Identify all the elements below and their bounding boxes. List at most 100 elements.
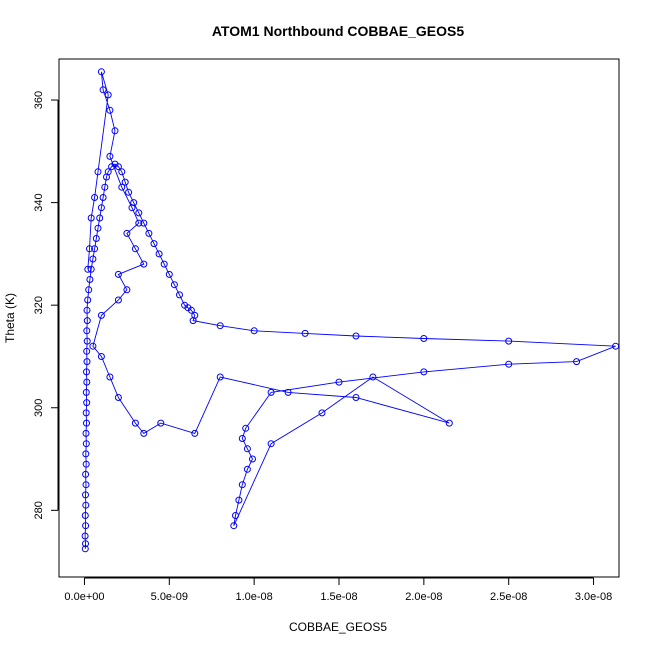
data-point	[83, 399, 91, 407]
data-point	[114, 270, 122, 278]
data-point	[91, 245, 99, 253]
data-point	[420, 335, 428, 342]
data-point	[267, 440, 275, 448]
y-tick-label: 300	[33, 399, 45, 417]
data-point	[96, 214, 104, 222]
chart-title: ATOM1 Northbound COBBAE_GEOS5	[212, 23, 464, 39]
data-point	[114, 394, 122, 401]
data-point	[157, 419, 165, 427]
data-point	[82, 388, 90, 396]
data-point	[104, 91, 112, 99]
data-point	[89, 342, 97, 350]
data-point	[242, 424, 250, 432]
data-point	[125, 188, 133, 196]
data-point	[114, 163, 122, 171]
data-point	[165, 270, 173, 278]
series-points	[81, 68, 620, 553]
data-point	[87, 214, 95, 222]
data-point	[106, 152, 114, 160]
data-point	[140, 260, 148, 268]
data-point	[189, 317, 197, 325]
y-tick-label: 320	[33, 296, 45, 314]
data-point	[187, 306, 195, 314]
data-point	[81, 512, 89, 519]
data-point	[335, 378, 343, 386]
y-tick-label: 280	[33, 501, 45, 519]
data-point	[83, 327, 91, 335]
data-point	[97, 204, 105, 212]
data-point	[170, 281, 178, 289]
data-point	[118, 168, 126, 176]
data-point	[238, 435, 246, 442]
data-point	[82, 522, 90, 530]
data-point	[267, 388, 275, 396]
data-point	[81, 545, 89, 553]
data-point	[86, 276, 94, 283]
x-tick-label: 1.0e-08	[235, 591, 272, 603]
data-point	[89, 255, 97, 263]
data-point	[87, 265, 95, 273]
data-point	[82, 540, 89, 548]
data-point	[216, 373, 224, 381]
data-point	[155, 250, 163, 258]
y-axis: 280 300 320 340 360	[33, 91, 59, 520]
data-point	[83, 306, 91, 314]
data-point	[352, 394, 360, 401]
data-point	[135, 209, 143, 217]
data-point	[573, 358, 581, 366]
data-point	[99, 86, 107, 94]
data-point	[160, 260, 168, 268]
data-point	[83, 419, 90, 427]
data-point	[83, 347, 91, 355]
data-point	[123, 286, 131, 294]
data-point	[83, 368, 90, 376]
data-point	[145, 229, 153, 237]
data-point	[121, 178, 129, 186]
data-point	[505, 337, 513, 345]
data-point	[92, 235, 100, 242]
data-point	[369, 373, 377, 381]
data-point	[86, 245, 93, 253]
data-point	[114, 296, 122, 304]
data-point	[249, 455, 256, 463]
data-point	[505, 360, 513, 368]
data-point	[82, 491, 89, 499]
plot-frame	[58, 58, 620, 578]
x-axis-label: COBBAE_GEOS5	[289, 620, 387, 634]
data-point	[123, 229, 131, 237]
data-point	[135, 219, 143, 227]
data-point	[97, 68, 105, 76]
data-point	[83, 317, 91, 325]
data-point	[82, 460, 90, 468]
x-tick-label: 3.0e-08	[575, 591, 612, 603]
data-point	[230, 522, 238, 530]
data-point	[97, 311, 105, 319]
data-point	[128, 204, 136, 212]
data-point	[235, 496, 243, 504]
data-point	[191, 429, 199, 437]
data-point	[82, 429, 90, 437]
data-point	[318, 409, 326, 417]
data-point	[94, 168, 102, 176]
data-point	[250, 327, 258, 335]
data-point	[140, 429, 148, 437]
data-point	[84, 296, 92, 304]
data-point	[216, 322, 224, 330]
data-point	[238, 481, 246, 489]
data-point	[82, 450, 90, 458]
y-axis-label: Theta (K)	[3, 293, 17, 343]
data-point	[99, 194, 107, 201]
data-point	[140, 219, 148, 227]
data-point	[118, 183, 126, 191]
data-point	[106, 373, 114, 381]
data-point	[83, 337, 91, 345]
data-point	[83, 358, 91, 366]
data-point	[131, 245, 139, 253]
x-axis: 0.0e+00 5.0e-09 1.0e-08 1.5e-08 2.0e-08 2.5e-…	[64, 577, 612, 603]
x-ticks: 0.0e+00 5.0e-09 1.0e-08 1.5e-08 2.0e-08 2.5e-…	[64, 578, 612, 603]
data-point	[243, 445, 251, 453]
data-point	[301, 329, 309, 337]
data-point	[84, 265, 92, 273]
